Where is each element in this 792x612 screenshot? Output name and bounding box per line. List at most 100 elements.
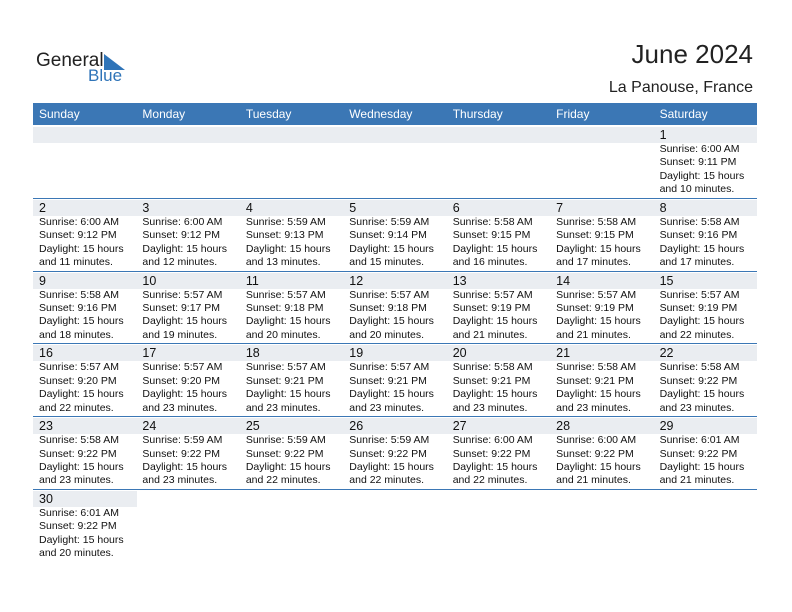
day-daylight: Daylight: 15 hours	[659, 242, 745, 255]
day-sunrise: Sunrise: 5:58 AM	[452, 361, 533, 374]
day-band	[343, 199, 448, 216]
day-sunrise: Sunrise: 5:57 AM	[452, 288, 533, 301]
day-sunset: Sunset: 9:22 PM	[659, 447, 738, 460]
day-daylight: Daylight: 15 hours	[39, 533, 124, 546]
day-sunrise: Sunrise: 5:59 AM	[245, 434, 326, 447]
day-daylight: Daylight: 15 hours	[556, 461, 641, 473]
day-band	[653, 199, 758, 216]
day-sunset: Sunset: 9:22 PM	[452, 447, 531, 460]
day-daylight: Daylight: 15 hours	[245, 315, 331, 328]
day-band	[550, 418, 655, 435]
day-number: 11	[245, 273, 259, 288]
day-sunset: Sunset: 9:13 PM	[245, 229, 324, 242]
day-band	[653, 345, 758, 362]
day-sunrise: Sunrise: 5:58 AM	[452, 215, 533, 228]
day-sunrise: Sunrise: 5:58 AM	[659, 361, 740, 374]
day-minutes: and 23 minutes.	[452, 401, 528, 414]
day-band	[239, 345, 344, 362]
day-sunrise: Sunrise: 5:58 AM	[39, 434, 119, 447]
day-band	[239, 272, 344, 289]
day-sunrise: Sunrise: 5:59 AM	[245, 215, 326, 228]
day-number: 2	[39, 200, 46, 215]
day-minutes: and 23 minutes.	[659, 401, 735, 414]
day-daylight: Daylight: 15 hours	[39, 242, 124, 255]
day-band	[550, 272, 655, 289]
day-sunset: Sunset: 9:19 PM	[452, 302, 531, 314]
day-number: 18	[245, 346, 260, 361]
day-sunset: Sunset: 9:22 PM	[556, 447, 634, 460]
day-sunrise: Sunrise: 6:00 AM	[556, 434, 637, 447]
day-minutes: and 20 minutes.	[349, 328, 424, 341]
day-sunset: Sunset: 9:19 PM	[659, 302, 738, 314]
day-daylight: Daylight: 15 hours	[659, 461, 745, 473]
day-number: 22	[659, 346, 674, 361]
day-minutes: and 22 minutes.	[245, 474, 321, 487]
day-daylight: Daylight: 15 hours	[245, 388, 331, 401]
weekday-label: Thursday	[452, 107, 503, 121]
day-sunrise: Sunrise: 6:01 AM	[659, 434, 740, 447]
day-daylight: Daylight: 15 hours	[659, 388, 745, 401]
day-band	[136, 418, 241, 435]
day-number: 10	[142, 273, 157, 288]
day-number: 30	[39, 492, 53, 506]
day-sunset: Sunset: 9:15 PM	[556, 229, 634, 242]
day-minutes: and 20 minutes.	[245, 328, 321, 341]
day-minutes: and 18 minutes.	[39, 328, 114, 341]
day-band	[239, 127, 344, 143]
day-daylight: Daylight: 15 hours	[142, 461, 228, 473]
day-sunrise: Sunrise: 6:00 AM	[452, 434, 533, 447]
day-sunset: Sunset: 9:16 PM	[39, 302, 117, 314]
day-sunset: Sunset: 9:22 PM	[245, 447, 324, 460]
logo-icon	[104, 54, 125, 70]
day-daylight: Daylight: 15 hours	[349, 242, 434, 255]
day-sunrise: Sunrise: 5:57 AM	[142, 288, 223, 301]
day-band	[446, 199, 551, 216]
day-minutes: and 10 minutes.	[659, 183, 735, 196]
weekday-label: Wednesday	[349, 107, 413, 121]
day-number: 9	[39, 273, 46, 288]
day-daylight: Daylight: 15 hours	[659, 169, 745, 182]
day-band	[136, 127, 241, 143]
day-number: 23	[39, 419, 53, 434]
day-number: 4	[245, 200, 253, 215]
day-minutes: and 21 minutes.	[659, 474, 735, 487]
day-number: 6	[452, 200, 460, 215]
day-number: 15	[659, 273, 674, 288]
day-band	[653, 272, 758, 289]
day-minutes: and 12 minutes.	[142, 256, 218, 268]
day-daylight: Daylight: 15 hours	[556, 315, 641, 328]
day-band	[33, 491, 137, 507]
day-number: 28	[556, 419, 571, 434]
day-sunrise: Sunrise: 5:58 AM	[556, 215, 637, 228]
day-minutes: and 21 minutes.	[556, 474, 631, 487]
day-band	[136, 272, 241, 289]
day-band	[653, 418, 758, 435]
row-separator	[33, 489, 757, 490]
weekday-label: Monday	[142, 107, 186, 121]
day-band	[446, 127, 551, 143]
day-number: 1	[659, 128, 667, 142]
day-sunrise: Sunrise: 5:58 AM	[659, 215, 740, 228]
day-sunset: Sunset: 9:12 PM	[39, 229, 117, 242]
day-sunrise: Sunrise: 5:57 AM	[659, 288, 740, 301]
day-daylight: Daylight: 15 hours	[349, 461, 434, 473]
day-sunset: Sunset: 9:15 PM	[452, 229, 531, 242]
day-sunset: Sunset: 9:21 PM	[349, 374, 427, 387]
day-sunrise: Sunrise: 5:57 AM	[142, 361, 223, 374]
day-daylight: Daylight: 15 hours	[245, 242, 331, 255]
day-number: 5	[349, 200, 357, 215]
day-sunrise: Sunrise: 5:59 AM	[349, 434, 430, 447]
day-sunset: Sunset: 9:21 PM	[556, 374, 634, 387]
day-daylight: Daylight: 15 hours	[349, 388, 434, 401]
day-sunset: Sunset: 9:21 PM	[452, 374, 531, 387]
day-minutes: and 17 minutes.	[556, 256, 631, 268]
day-sunrise: Sunrise: 5:57 AM	[245, 288, 326, 301]
logo-general: General	[36, 50, 104, 71]
day-band	[653, 127, 758, 143]
day-minutes: and 20 minutes.	[39, 547, 114, 560]
day-number: 14	[556, 273, 571, 288]
day-minutes: and 17 minutes.	[659, 256, 735, 268]
day-sunset: Sunset: 9:22 PM	[39, 520, 117, 533]
day-minutes: and 16 minutes.	[452, 256, 528, 268]
